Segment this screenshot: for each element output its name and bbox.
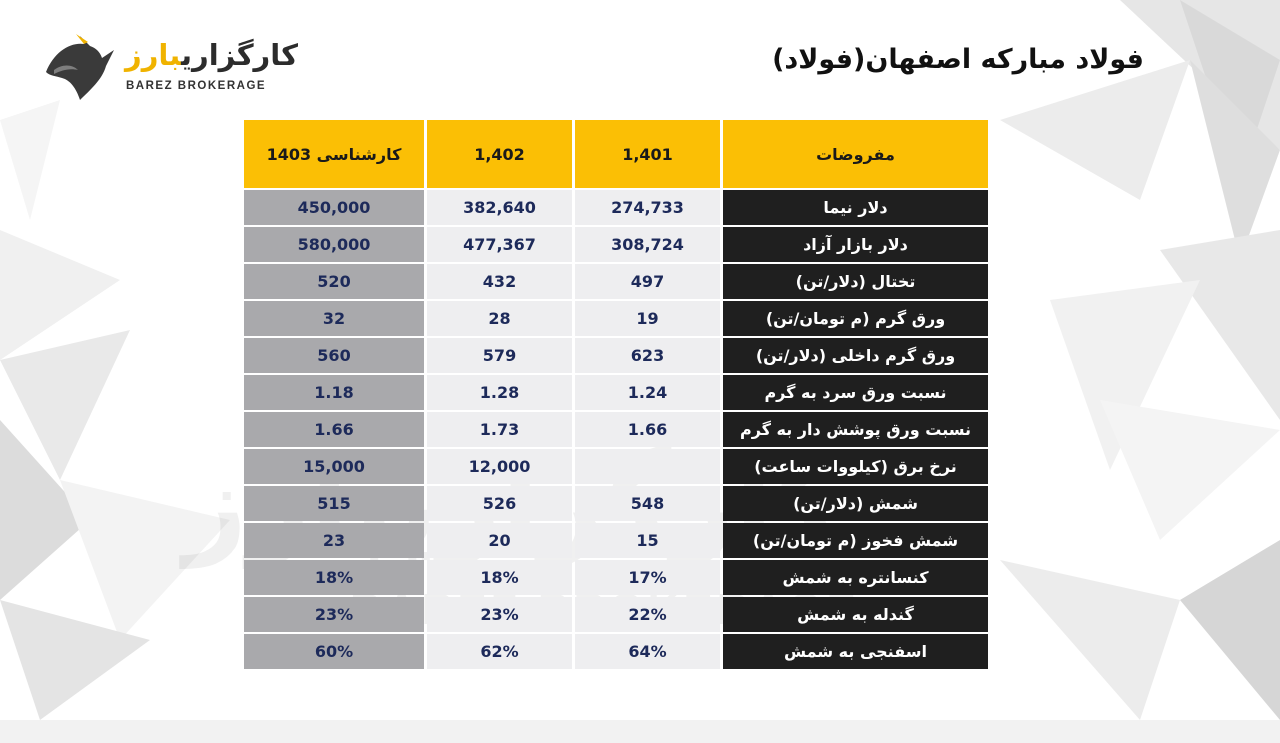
table-row: شمش فخوز (م تومان/تن) 15 20 23 xyxy=(244,523,988,558)
header-year-1402: 1,402 xyxy=(427,120,572,188)
row-label: گندله به شمش xyxy=(723,597,988,632)
brand-name-english: BAREZ BROKERAGE xyxy=(126,80,267,92)
row-value-1 xyxy=(575,449,720,484)
row-value-1: 1.66 xyxy=(575,412,720,447)
row-value-3: 32 xyxy=(244,301,424,336)
row-value-1: 15 xyxy=(575,523,720,558)
row-value-1: 548 xyxy=(575,486,720,521)
row-value-3: 23% xyxy=(244,597,424,632)
row-value-3: 1.18 xyxy=(244,375,424,410)
table-row: شمش (دلار/تن) 548 526 515 xyxy=(244,486,988,521)
row-value-2: 477,367 xyxy=(427,227,572,262)
row-value-3: 15,000 xyxy=(244,449,424,484)
row-value-3: 515 xyxy=(244,486,424,521)
brand-name-accent: بارز xyxy=(125,38,182,72)
row-value-2: 20 xyxy=(427,523,572,558)
row-value-3: 1.66 xyxy=(244,412,424,447)
row-value-2: 1.73 xyxy=(427,412,572,447)
table-row: نسبت ورق سرد به گرم 1.24 1.28 1.18 xyxy=(244,375,988,410)
row-value-1: 274,733 xyxy=(575,190,720,225)
row-label: دلار بازار آزاد xyxy=(723,227,988,262)
row-value-2: 28 xyxy=(427,301,572,336)
row-value-1: 19 xyxy=(575,301,720,336)
table-row: دلار نیما 274,733 382,640 450,000 xyxy=(244,190,988,225)
row-label: تختال (دلار/تن) xyxy=(723,264,988,299)
row-label: ورق گرم داخلی (دلار/تن) xyxy=(723,338,988,373)
row-value-1: 623 xyxy=(575,338,720,373)
row-value-3: 23 xyxy=(244,523,424,558)
row-label: دلار نیما xyxy=(723,190,988,225)
header-estimate-1403: کارشناسی 1403 xyxy=(244,120,424,188)
row-value-1: 22% xyxy=(575,597,720,632)
page-title: فولاد مبارکه اصفهان(فولاد) xyxy=(772,44,1144,75)
header-assumptions: مفروضات xyxy=(723,120,988,188)
row-label: ورق گرم (م تومان/تن) xyxy=(723,301,988,336)
eagle-icon xyxy=(46,34,114,100)
table-row: ورق گرم داخلی (دلار/تن) 623 579 560 xyxy=(244,338,988,373)
row-label: اسفنجی به شمش xyxy=(723,634,988,669)
table-row: نرخ برق (کیلووات ساعت) 12,000 15,000 xyxy=(244,449,988,484)
header-year-1401: 1,401 xyxy=(575,120,720,188)
table-row: ورق گرم (م تومان/تن) 19 28 32 xyxy=(244,301,988,336)
row-value-1: 497 xyxy=(575,264,720,299)
row-value-2: 382,640 xyxy=(427,190,572,225)
table-row: اسفنجی به شمش 64% 62% 60% xyxy=(244,634,988,669)
row-label: نرخ برق (کیلووات ساعت) xyxy=(723,449,988,484)
row-value-2: 579 xyxy=(427,338,572,373)
row-value-3: 580,000 xyxy=(244,227,424,262)
row-value-3: 18% xyxy=(244,560,424,595)
brand-name-main: کارگزاری xyxy=(181,38,299,72)
row-label: کنسانتره به شمش xyxy=(723,560,988,595)
assumptions-table: مفروضات 1,401 1,402 کارشناسی 1403 دلار ن… xyxy=(241,118,991,671)
table-row: گندله به شمش 22% 23% 23% xyxy=(244,597,988,632)
row-value-2: 526 xyxy=(427,486,572,521)
row-value-1: 64% xyxy=(575,634,720,669)
row-value-3: 450,000 xyxy=(244,190,424,225)
row-label: نسبت ورق سرد به گرم xyxy=(723,375,988,410)
table-row: کنسانتره به شمش 17% 18% 18% xyxy=(244,560,988,595)
row-value-3: 520 xyxy=(244,264,424,299)
table-header-row: مفروضات 1,401 1,402 کارشناسی 1403 xyxy=(244,120,988,188)
row-value-2: 62% xyxy=(427,634,572,669)
table-row: دلار بازار آزاد 308,724 477,367 580,000 xyxy=(244,227,988,262)
row-value-2: 12,000 xyxy=(427,449,572,484)
barez-logo xyxy=(40,30,270,105)
row-value-1: 17% xyxy=(575,560,720,595)
row-label: نسبت ورق پوشش دار به گرم xyxy=(723,412,988,447)
row-value-3: 60% xyxy=(244,634,424,669)
row-value-1: 308,724 xyxy=(575,227,720,262)
row-value-2: 432 xyxy=(427,264,572,299)
table-row: تختال (دلار/تن) 497 432 520 xyxy=(244,264,988,299)
row-label: شمش (دلار/تن) xyxy=(723,486,988,521)
row-value-2: 23% xyxy=(427,597,572,632)
row-value-1: 1.24 xyxy=(575,375,720,410)
row-value-2: 1.28 xyxy=(427,375,572,410)
table-row: نسبت ورق پوشش دار به گرم 1.66 1.73 1.66 xyxy=(244,412,988,447)
row-label: شمش فخوز (م تومان/تن) xyxy=(723,523,988,558)
row-value-2: 18% xyxy=(427,560,572,595)
brand-name: کارگزاریبارز xyxy=(125,38,298,72)
row-value-3: 560 xyxy=(244,338,424,373)
